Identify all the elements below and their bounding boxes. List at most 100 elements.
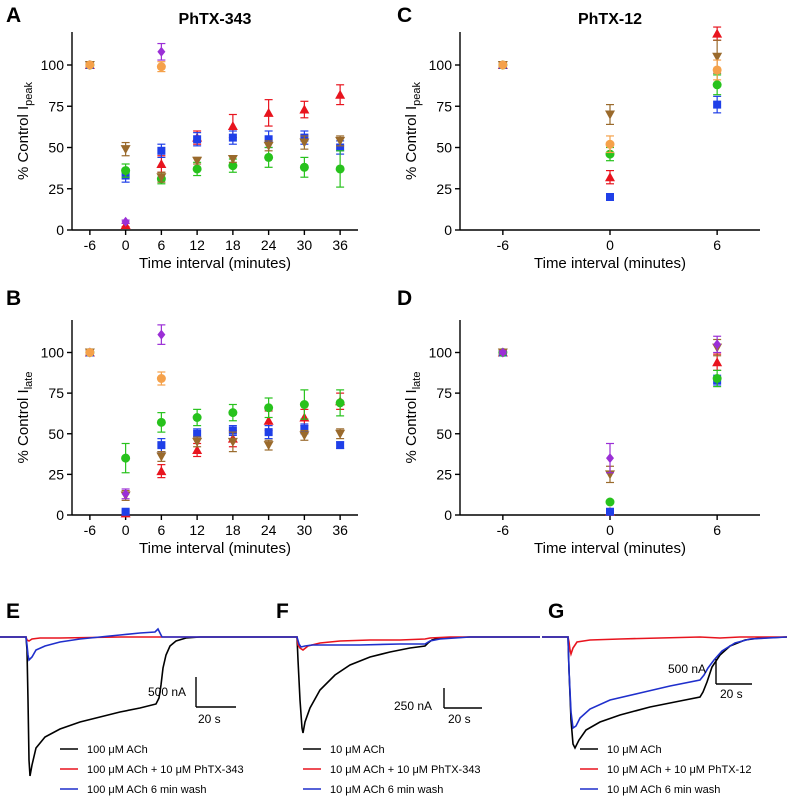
panel-b-x-axis-label: Time interval (minutes) [139,540,291,557]
panel-a-point [299,138,310,148]
panel-d-y-tick-label: 100 [429,345,453,361]
panel-b-point [264,403,274,413]
panel-d-y-axis-label-sub: late [411,372,423,390]
panel-a-y-axis-label-sub: peak [23,81,35,105]
panel-c-y-axis-label-main: % Control I [403,106,420,180]
panel-f-trace-phtx343 [270,636,540,651]
panel-b-point [156,452,167,462]
panel-a-chart: 0 25 50 75 100 -6 0 6 12 18 24 30 36 Time interval (m… [15,11,358,272]
panel-b-x-tick-label: 18 [225,522,241,538]
panel-a-point [264,152,274,162]
panel-d-y-tick-label: 0 [444,507,452,523]
panel-b-y-tick-label: 50 [48,426,64,442]
panel-g-legend-item: 10 μM ACh 6 min wash [607,784,720,796]
panel-b-point [156,374,166,383]
panel-e-scalebar-current-label: 500 nA [148,685,186,699]
panel-g-trace-wash [542,636,787,730]
panel-b-y-axis-label-sub: late [23,372,35,390]
panel-a-point [156,159,167,168]
panel-a-y-tick-label: 50 [48,140,64,156]
panel-b-point [156,466,167,476]
panel-a-point [121,216,130,227]
panel-a-x-tick-label: 36 [332,237,348,253]
panel-b-x-tick-label: 30 [297,522,313,538]
panel-b-y-axis-label: % Control Ilate [15,372,35,464]
panel-label-g: G [548,600,564,623]
panel-label-c: C [397,4,412,27]
panel-e-legend: 100 μM ACh 100 μM ACh + 10 μM PhTX-343 1… [60,744,244,796]
panel-c-point [606,193,614,201]
panel-a-x-tick-label: 12 [189,237,205,253]
panel-c-point [712,28,723,38]
panel-b-x-tick-label: 6 [157,522,165,538]
panel-b-point [121,507,130,516]
panel-b-point [156,417,166,427]
panel-d-x-tick-label: 0 [606,522,614,538]
panel-c-y-tick-label: 0 [444,222,452,238]
panel-b-point [299,431,310,441]
panel-e-trace-wash [0,627,270,662]
panel-f-trace-ach [270,636,540,734]
panel-d-y-tick-label: 25 [436,466,452,482]
panel-d-y-tick-label: 50 [436,426,452,442]
panel-b-point [264,428,273,437]
panel-a-point [335,136,346,146]
panel-a-point [228,133,237,142]
panel-d-point [606,507,614,516]
panel-d-y-axis-label-main: % Control I [403,389,420,463]
panel-label-a: A [6,4,21,27]
panel-a-point [193,135,202,144]
panel-d-y-axis-label: % Control Ilate [403,372,423,464]
panel-label-d: D [397,287,412,310]
panel-a-x-tick-label: 18 [225,237,241,253]
panel-a-point [156,62,166,72]
panel-a-point [157,146,166,155]
panel-a-y-axis-label: % Control Ipeak [15,81,35,180]
panel-b-chart: 0 25 50 75 100 -6 0 6 12 18 24 30 36 Time interval (m… [15,320,358,557]
panel-d-x-tick-label: -6 [497,522,510,538]
panel-a-point [121,166,131,176]
panel-b-y-tick-label: 0 [56,507,64,523]
panel-b-point [335,398,345,408]
panel-f-legend: 10 μM ACh 10 μM ACh + 10 μM PhTX-343 10 … [303,744,481,796]
panel-c-y-tick-label: 75 [436,98,452,114]
panel-g-scalebar-time-label: 20 s [720,687,743,701]
panel-b-y-tick-label: 75 [48,385,64,401]
panel-e-legend-item: 100 μM ACh 6 min wash [87,784,206,796]
panel-c-point [713,100,722,109]
panel-b-point [193,429,202,438]
panel-a-y-tick-label: 0 [56,222,64,238]
panel-a-point [156,173,167,183]
panel-a-point [264,135,273,144]
panel-g-traces [542,636,787,750]
panel-c-x-axis-label: Time interval (minutes) [534,255,686,272]
panel-c-point [605,172,615,182]
panel-a-point [227,121,238,131]
panel-a-point [192,164,202,174]
panel-b-point [157,441,166,450]
panel-c-point [605,139,615,149]
panel-b-x-tick-label: 24 [261,522,277,538]
panel-a-point [299,104,310,114]
panel-label-f: F [276,600,289,623]
panel-b-point [192,413,202,422]
panel-d-point [712,357,723,367]
panel-label-e: E [6,600,20,623]
panel-g-trace-ach [542,636,787,750]
panel-g-legend-item: 10 μM ACh [607,744,662,756]
panel-a-x-axis-label: Time interval (minutes) [139,255,291,272]
panel-c-point [712,52,723,62]
panel-b-point [121,453,131,463]
panel-b-point [157,329,166,340]
panel-f-trace-wash [270,636,540,648]
panel-b-point [263,441,274,451]
panel-a-point [157,46,166,57]
panel-g-legend-item: 10 μM ACh + 10 μM PhTX-12 [607,764,751,776]
panel-e-traces [0,627,270,777]
panel-d-chart: 0 25 50 75 100 -6 0 6 Time interval (minutes) % C… [403,320,760,557]
panel-c-x-tick-label: -6 [497,237,510,253]
panel-d-point [713,339,722,350]
panel-b-x-tick-label: 0 [122,522,130,538]
panel-c-y-tick-label: 25 [436,181,452,197]
